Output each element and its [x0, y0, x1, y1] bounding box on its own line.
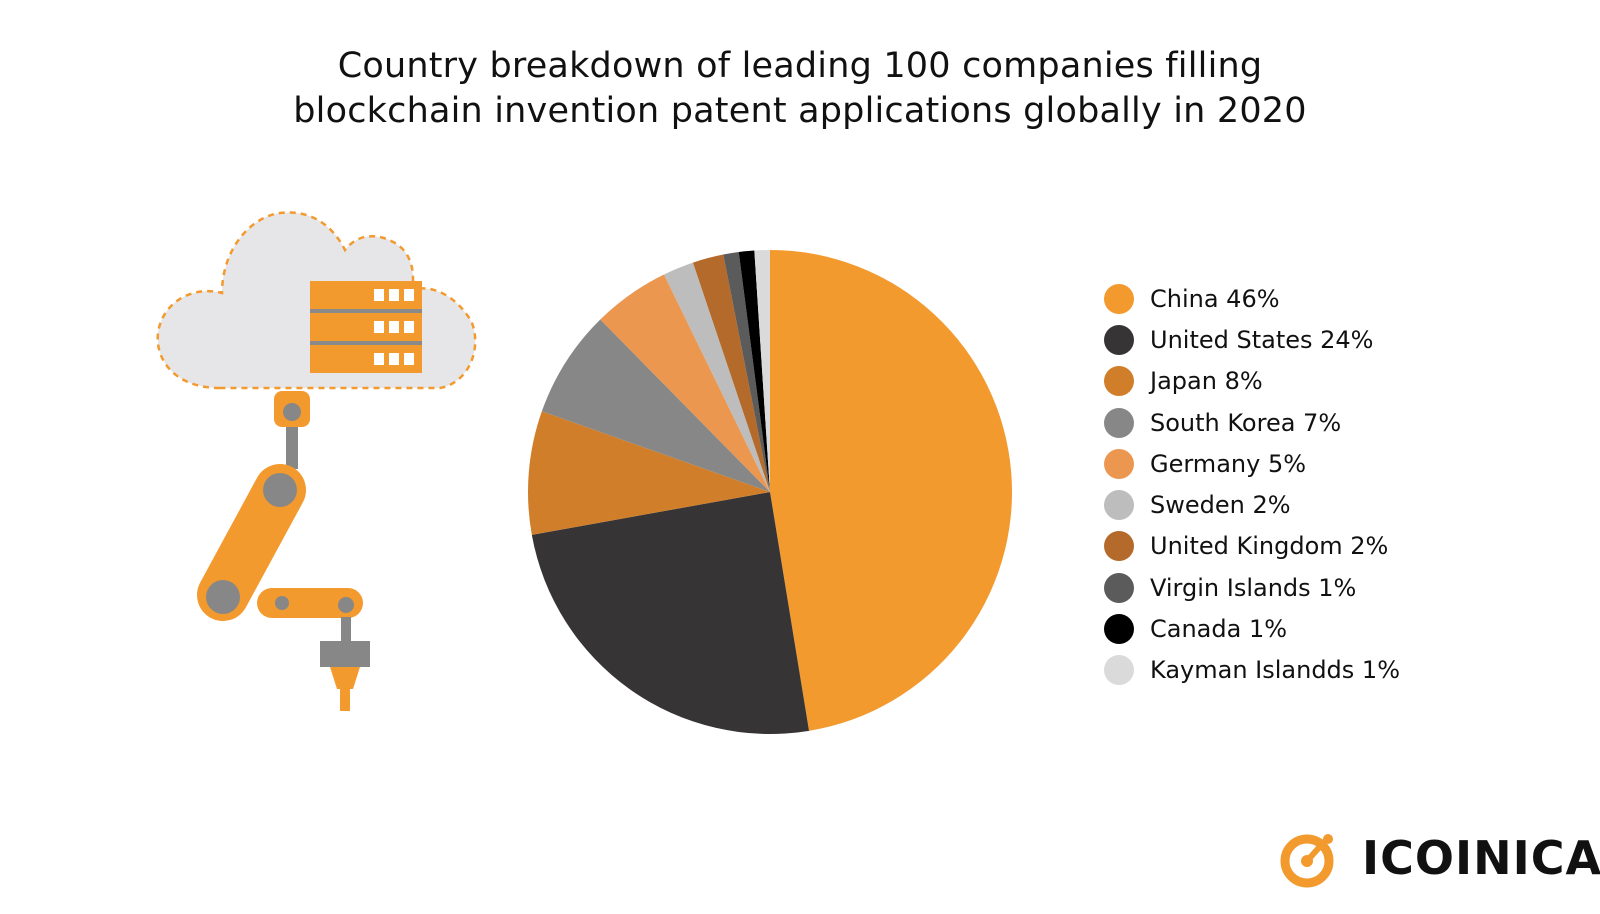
legend-label-5: Sweden 2%: [1150, 491, 1291, 520]
legend-label-4: Germany 5%: [1150, 449, 1307, 478]
pie-slice-3: [541, 319, 770, 492]
chart-title-line-1: Country breakdown of leading 100 compani…: [337, 46, 1263, 86]
legend-item-1: United States 24%: [1104, 319, 1400, 360]
legend-swatch-3: [1104, 407, 1134, 438]
target-gauge-icon: [1280, 834, 1334, 888]
pie-slices: [528, 250, 1012, 734]
legend-swatch-6: [1104, 531, 1134, 562]
legend-swatch-9: [1104, 655, 1134, 686]
chart-title-line-2: blockchain invention patent applications…: [293, 91, 1307, 131]
pie-slice-8: [738, 250, 770, 492]
legend-swatch-4: [1104, 448, 1134, 479]
pie-slice-9: [754, 250, 770, 492]
chart-title: Country breakdown of leading 100 compani…: [0, 44, 1600, 134]
brand-logo: ICOINICAL: [1280, 828, 1600, 888]
pie-slice-4: [600, 274, 770, 492]
legend-item-8: Canada 1%: [1104, 608, 1400, 649]
legend-label-7: Virgin Islands 1%: [1150, 573, 1357, 602]
legend-item-4: Germany 5%: [1104, 443, 1400, 484]
pie-slice-7: [723, 252, 770, 492]
pie-chart: [528, 250, 1012, 734]
legend-swatch-8: [1104, 614, 1134, 645]
pie-slice-0: [770, 250, 1012, 731]
legend-swatch-1: [1104, 324, 1134, 355]
pie-slice-5: [663, 262, 770, 492]
pie-slice-1: [531, 492, 810, 734]
legend-label-8: Canada 1%: [1150, 615, 1288, 644]
chart-legend: China 46% United States 24% Japan 8% South …: [1104, 278, 1400, 691]
legend-item-7: Virgin Islands 1%: [1104, 567, 1400, 608]
legend-swatch-0: [1104, 283, 1134, 314]
legend-swatch-2: [1104, 366, 1134, 397]
legend-label-6: United Kingdom 2%: [1150, 532, 1389, 561]
legend-item-3: South Korea 7%: [1104, 402, 1400, 443]
legend-item-0: China 46%: [1104, 278, 1400, 319]
legend-label-9: Kayman Islandds 1%: [1150, 656, 1400, 685]
legend-label-1: United States 24%: [1150, 325, 1374, 354]
brand-name: ICOINICAL: [1362, 831, 1600, 885]
legend-item-9: Kayman Islandds 1%: [1104, 650, 1400, 691]
legend-label-0: China 46%: [1150, 284, 1280, 313]
legend-item-6: United Kingdom 2%: [1104, 526, 1400, 567]
legend-item-5: Sweden 2%: [1104, 484, 1400, 525]
pie-slice-6: [692, 254, 770, 492]
legend-swatch-5: [1104, 490, 1134, 521]
pie-slice-2: [528, 411, 770, 535]
legend-swatch-7: [1104, 572, 1134, 603]
cloud-server-robot-arm-icon: [156, 211, 477, 711]
legend-item-2: Japan 8%: [1104, 361, 1400, 402]
legend-label-3: South Korea 7%: [1150, 408, 1342, 437]
legend-label-2: Japan 8%: [1150, 367, 1263, 396]
